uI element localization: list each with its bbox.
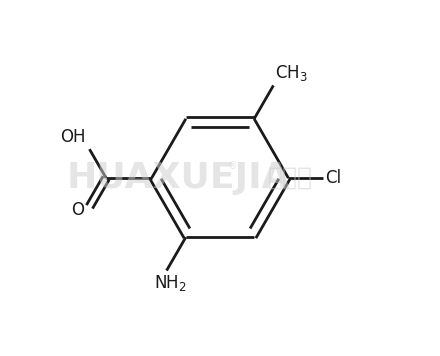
Text: OH: OH <box>60 128 86 146</box>
Text: NH$_2$: NH$_2$ <box>154 273 187 293</box>
Text: O: O <box>71 201 84 219</box>
Text: CH$_3$: CH$_3$ <box>275 63 308 83</box>
Text: Cl: Cl <box>325 169 341 187</box>
Text: ®: ® <box>227 161 237 171</box>
Text: 化学加: 化学加 <box>268 166 312 190</box>
Text: HUAXUEJIA: HUAXUEJIA <box>66 161 290 195</box>
